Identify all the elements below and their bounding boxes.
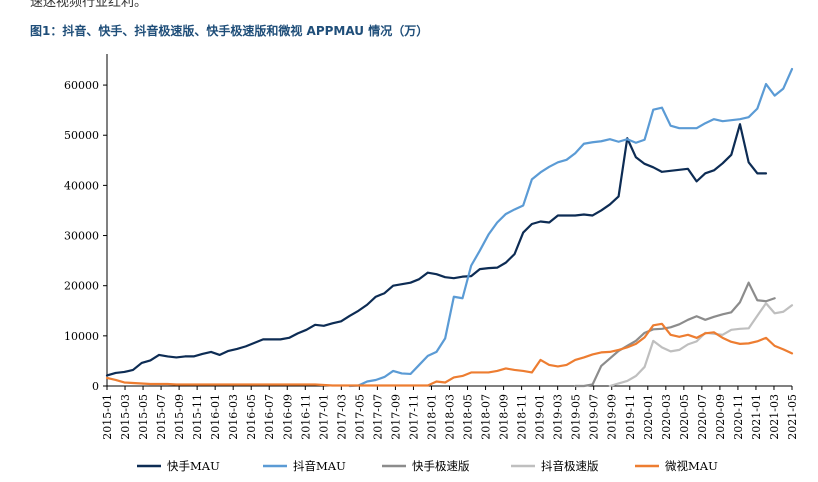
x-tick-label: 2018-09 (498, 394, 511, 440)
x-tick-label: 2019-05 (570, 394, 583, 440)
series-line-0 (105, 123, 768, 377)
x-tick-label: 2019-03 (552, 394, 565, 440)
x-tick-label: 2019-11 (624, 394, 637, 440)
x-tick-label: 2018-03 (444, 394, 457, 440)
series-line-1 (348, 67, 794, 388)
y-tick-label: 0 (92, 380, 99, 393)
x-tick-label: 2020-11 (732, 394, 745, 440)
x-tick-label: 2017-09 (389, 394, 402, 440)
x-tick-label: 2020-07 (696, 394, 709, 440)
x-tick-label: 2020-05 (678, 394, 691, 440)
chart-title: 图1：抖音、快手、抖音极速版、快手极速版和微视 APPMAU 情况（万） (30, 24, 429, 38)
legend: 快手MAU 抖音MAU 快手极速版 抖音极速版 微视MAU (137, 459, 718, 473)
series-line-2 (574, 281, 776, 388)
top-text-fragment: 速迷视频行业红利。 (30, 0, 148, 10)
x-tick-label: 2015-07 (155, 394, 168, 440)
x-tick-label: 2017-07 (371, 394, 384, 440)
x-tick-label: 2018-07 (480, 394, 493, 440)
x-tick-label: 2016-09 (281, 394, 294, 440)
x-tick-label: 2021-01 (750, 394, 763, 440)
y-tick-label: 20000 (64, 280, 99, 293)
x-axis: 2015-01 2015-03 2015-05 2015-07 2015-09 2015-… (101, 385, 799, 440)
legend-label-1: 抖音MAU (293, 459, 346, 473)
x-tick-label: 2021-05 (786, 394, 799, 440)
x-tick-label: 2020-01 (642, 394, 655, 440)
x-tick-label: 2016-03 (227, 394, 240, 440)
x-tick-label: 2018-01 (425, 394, 438, 440)
legend-label-2: 快手极速版 (412, 459, 470, 473)
x-tick-label: 2015-11 (191, 394, 204, 440)
legend-label-4: 微视MAU (665, 459, 718, 473)
legend-label-3: 抖音极速版 (541, 459, 599, 473)
x-tick-label: 2015-01 (101, 394, 114, 440)
series-line-3 (608, 302, 794, 388)
x-tick-label: 2017-05 (353, 394, 366, 440)
y-tick-label: 40000 (64, 179, 99, 192)
x-tick-label: 2020-03 (660, 394, 673, 440)
y-tick-label: 50000 (64, 129, 99, 142)
x-tick-label: 2015-03 (119, 394, 132, 440)
x-tick-label: 2017-03 (335, 394, 348, 440)
x-tick-label: 2021-03 (768, 394, 781, 440)
y-tick-label: 60000 (64, 79, 99, 92)
x-tick-label: 2018-05 (462, 394, 475, 440)
y-axis: 0 10000 20000 30000 40000 50000 60000 (64, 54, 108, 393)
x-tick-label: 2020-09 (714, 394, 727, 440)
x-tick-label: 2015-09 (173, 394, 186, 440)
x-tick-label: 2015-05 (137, 394, 150, 440)
legend-label-0: 快手MAU (167, 459, 220, 473)
x-tick-label: 2016-07 (263, 394, 276, 440)
x-tick-label: 2016-11 (299, 394, 312, 440)
x-tick-label: 2016-01 (209, 394, 222, 440)
y-tick-label: 10000 (64, 330, 99, 343)
x-tick-label: 2018-11 (516, 394, 529, 440)
x-tick-label: 2017-11 (407, 394, 420, 440)
y-tick-label: 30000 (64, 230, 99, 243)
x-tick-label: 2016-05 (245, 394, 258, 440)
series-line-4 (105, 322, 794, 387)
x-tick-label: 2019-09 (606, 394, 619, 440)
series-lines (105, 67, 794, 388)
x-tick-label: 2017-01 (317, 394, 330, 440)
x-tick-label: 2019-01 (534, 394, 547, 440)
x-tick-label: 2019-07 (588, 394, 601, 440)
